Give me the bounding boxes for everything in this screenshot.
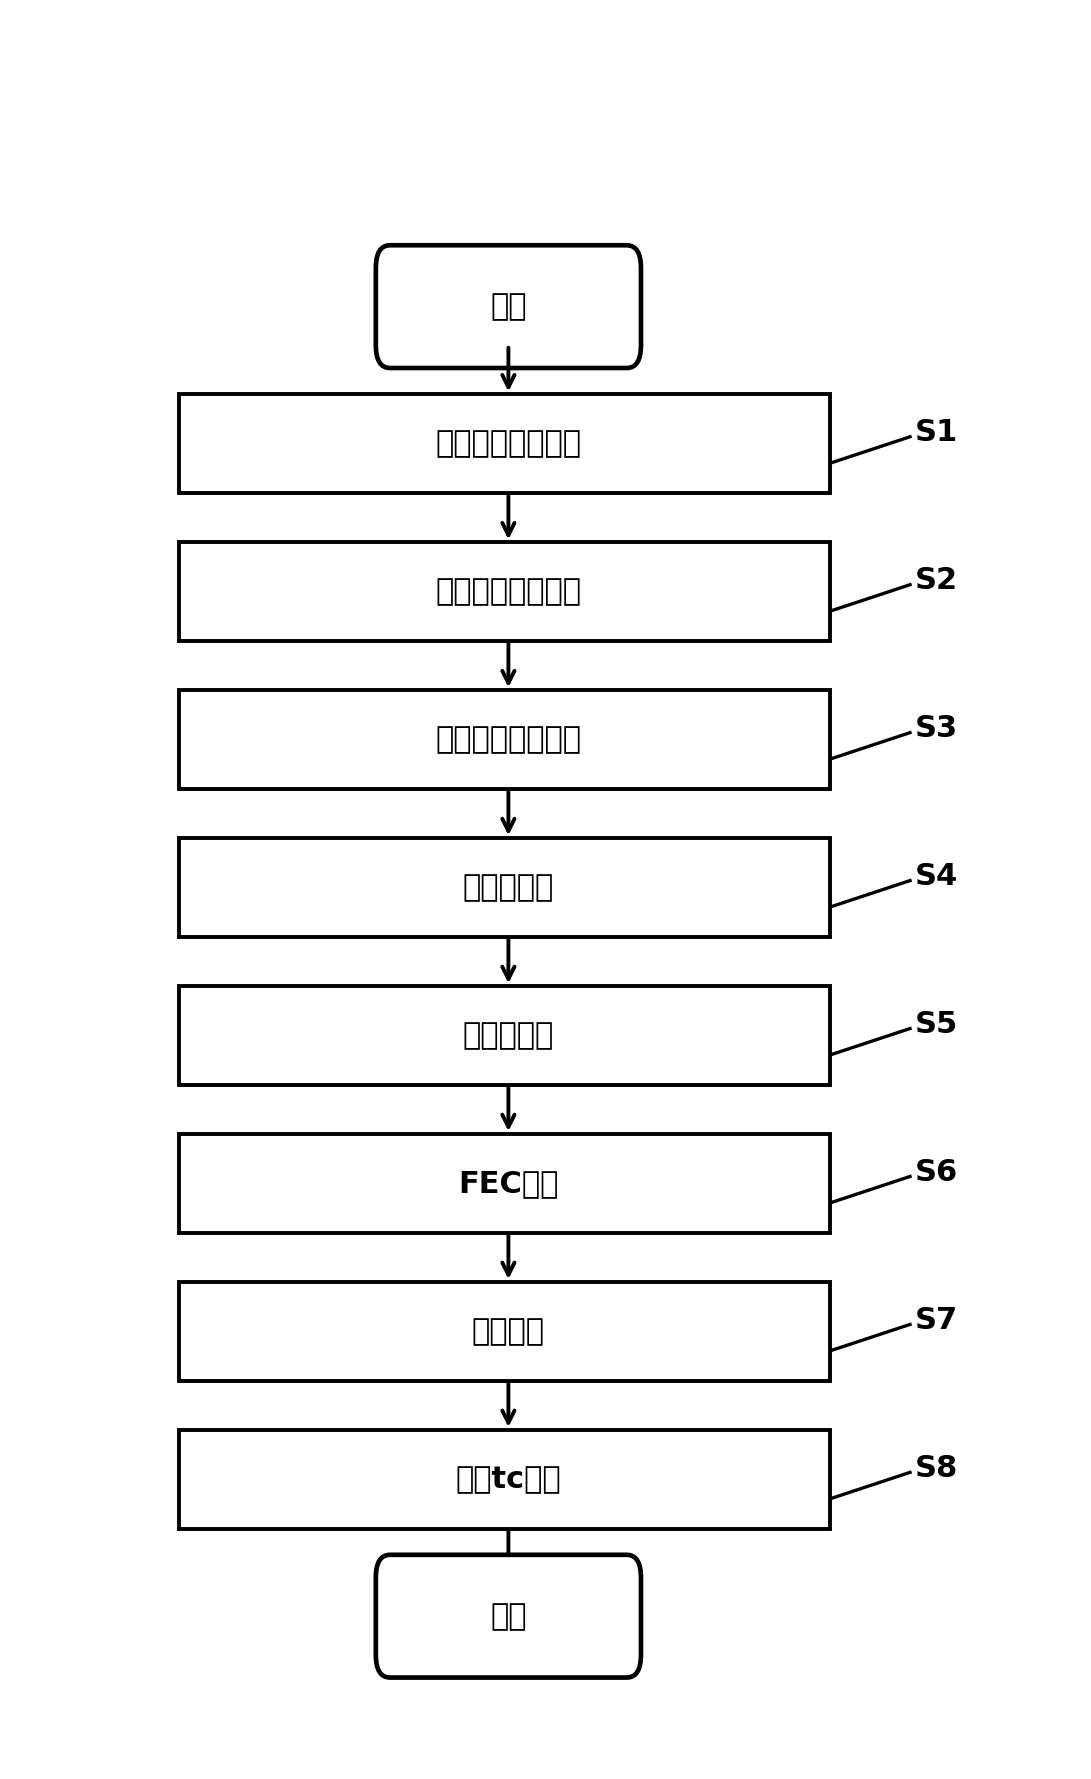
Text: 加扰处理: 加扰处理 bbox=[472, 1316, 544, 1345]
Bar bbox=[179, 690, 829, 788]
Bar bbox=[179, 986, 829, 1085]
Bar bbox=[179, 838, 829, 938]
Text: S4: S4 bbox=[914, 863, 958, 891]
Text: 数据帧加密: 数据帧加密 bbox=[463, 873, 554, 902]
Text: S1: S1 bbox=[914, 418, 958, 447]
Text: 插入空闲帧: 插入空闲帧 bbox=[463, 1021, 554, 1050]
Bar bbox=[179, 1430, 829, 1528]
Text: 数据帧组帧和分片: 数据帧组帧和分片 bbox=[435, 726, 582, 754]
Bar bbox=[179, 395, 829, 493]
Bar bbox=[179, 543, 829, 640]
FancyBboxPatch shape bbox=[375, 246, 642, 368]
Text: S3: S3 bbox=[914, 713, 958, 744]
Text: 计算数据帧总长度: 计算数据帧总长度 bbox=[435, 576, 582, 607]
Bar bbox=[179, 1283, 829, 1381]
FancyBboxPatch shape bbox=[375, 1555, 642, 1678]
Text: S5: S5 bbox=[914, 1010, 958, 1039]
Text: S8: S8 bbox=[914, 1453, 958, 1482]
Text: S7: S7 bbox=[914, 1306, 958, 1334]
Text: S2: S2 bbox=[914, 566, 958, 596]
Text: 开始: 开始 bbox=[490, 1601, 527, 1631]
Text: 重置相关计算参数: 重置相关计算参数 bbox=[435, 429, 582, 459]
Text: S6: S6 bbox=[914, 1158, 958, 1187]
Text: 开始: 开始 bbox=[490, 292, 527, 322]
Bar bbox=[179, 1133, 829, 1233]
Text: 输出tc组帧: 输出tc组帧 bbox=[456, 1464, 561, 1494]
Text: FEC处理: FEC处理 bbox=[458, 1169, 559, 1197]
